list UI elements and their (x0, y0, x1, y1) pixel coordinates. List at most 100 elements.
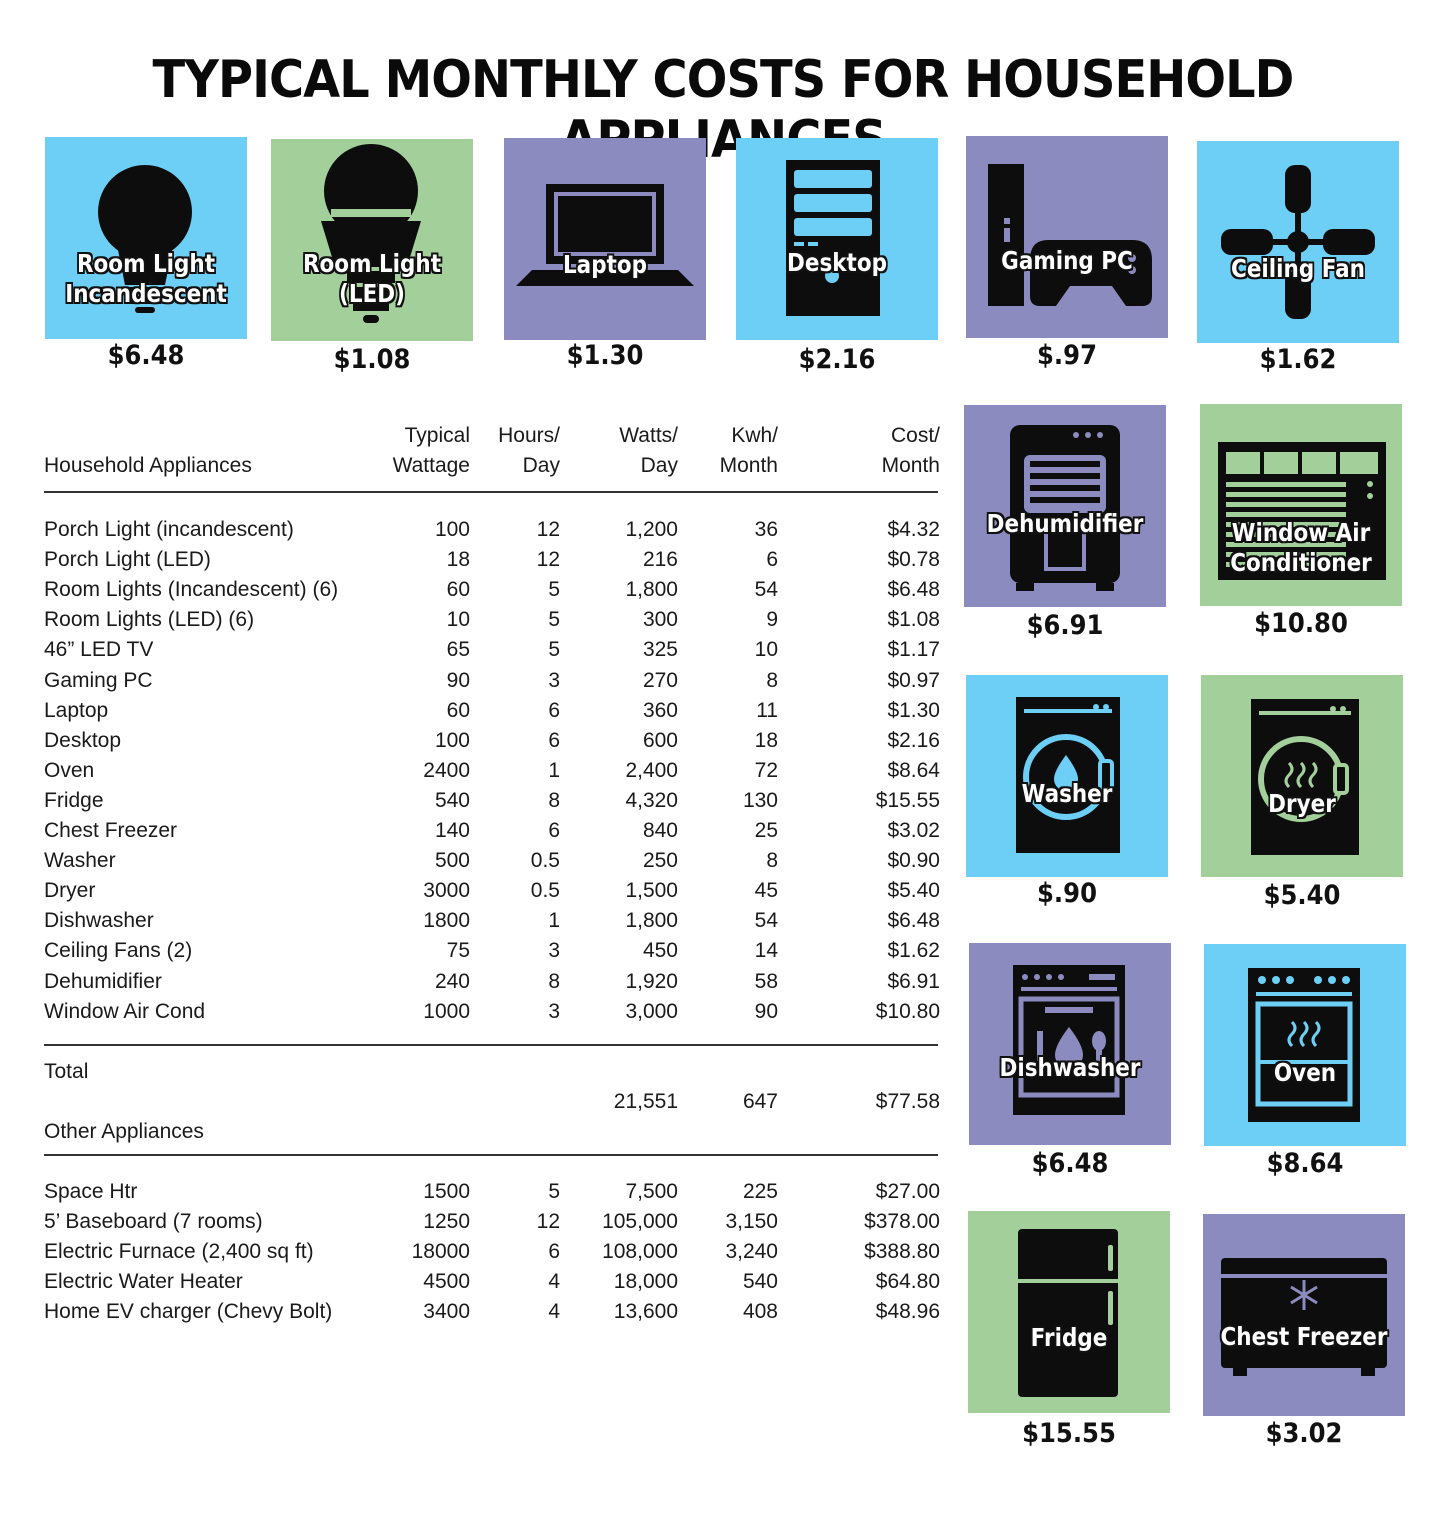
wattage-cell: 90 (446, 668, 470, 692)
chest-freezer-icon (1221, 1258, 1387, 1376)
cost-month-cell: $0.90 (887, 849, 940, 873)
hours-cell: 3 (548, 999, 560, 1023)
header-cell: Day (640, 454, 678, 477)
table-row: Gaming PC 90 3 270 8 $0.97 (44, 669, 940, 699)
tile-price: $1.08 (333, 344, 411, 375)
watts-day-cell: 840 (642, 819, 678, 842)
watts-day-cell: 7,500 (625, 1180, 678, 1203)
air-conditioner-icon (1218, 442, 1386, 580)
led-bulb-icon (321, 144, 421, 323)
tile-gaming-pc: Gaming PC (966, 136, 1168, 338)
hours-cell: 1 (548, 909, 560, 933)
wattage-cell: 140 (434, 819, 470, 842)
appliance-name: Dehumidifier (44, 969, 162, 993)
tile-price: $1.30 (566, 340, 644, 371)
tile-ceiling-fan: Ceiling Fan (1197, 141, 1399, 343)
hours-cell: 5 (548, 608, 560, 632)
tile-price: $8.64 (1266, 1148, 1344, 1179)
tile-label: Ceiling Fan (1231, 254, 1365, 283)
table-row: Window Air Cond 1000 3 3,000 90 $10.80 (44, 1000, 940, 1030)
hours-cell: 5 (548, 578, 560, 602)
kwh-month-cell: 18 (754, 728, 778, 752)
tile-room-light-led: Room Light (LED) (271, 139, 473, 341)
tile-price: $2.16 (798, 344, 876, 375)
appliance-name: Chest Freezer (44, 819, 178, 842)
kwh-month-cell: 10 (754, 638, 778, 662)
wattage-cell: 240 (434, 969, 470, 993)
table-header-top: Typical Hours/ Watts/ Kwh/ Cost/ (44, 424, 940, 454)
tile-fridge: Fridge (968, 1211, 1170, 1413)
watts-day-cell: 1,800 (625, 909, 678, 933)
tile-desktop: Desktop (736, 138, 938, 340)
total-kwh: 647 (742, 1090, 778, 1113)
tile-label: Gaming PC (1001, 246, 1133, 275)
watts-day-cell: 250 (642, 849, 678, 873)
appliance-name: 5’ Baseboard (7 rooms) (44, 1210, 263, 1234)
table-row: Space Htr 1500 5 7,500 225 $27.00 (44, 1180, 940, 1210)
appliance-name: Dryer (44, 879, 96, 903)
appliance-name: Window Air Cond (44, 999, 206, 1023)
table-row: 5’ Baseboard (7 rooms) 1250 12 105,000 3,150… (44, 1210, 940, 1240)
tile-label: Fridge (1030, 1323, 1108, 1352)
appliance-name: Porch Light (LED) (44, 548, 211, 572)
kwh-month-cell: 11 (756, 698, 778, 722)
wattage-cell: 18 (446, 548, 470, 572)
table-row: Electric Water Heater 4500 4 18,000 540 $64.8… (44, 1270, 940, 1300)
kwh-month-cell: 540 (742, 1270, 778, 1294)
table-row: Washer 500 0.5 250 8 $0.90 (44, 849, 940, 879)
cost-month-cell: $1.62 (887, 939, 940, 963)
watts-day-cell: 3,000 (625, 999, 678, 1023)
cost-month-cell: $0.97 (887, 668, 940, 692)
header-cell: Watts/ (619, 424, 678, 447)
wattage-cell: 60 (446, 578, 470, 602)
hours-cell: 4 (548, 1270, 560, 1294)
kwh-month-cell: 130 (742, 788, 778, 812)
appliance-name: Desktop (44, 728, 122, 752)
wattage-cell: 100 (434, 518, 470, 541)
kwh-month-cell: 58 (754, 969, 778, 993)
table-row: Room Lights (Incandescent) (6) 60 5 1,800 54… (44, 578, 940, 608)
wattage-cell: 4500 (423, 1270, 470, 1294)
watts-day-cell: 1,920 (625, 969, 678, 993)
total-divider (44, 1044, 938, 1046)
kwh-month-cell: 72 (754, 758, 778, 782)
hours-cell: 12 (536, 1210, 560, 1234)
wattage-cell: 500 (434, 849, 470, 873)
kwh-month-cell: 3,150 (725, 1210, 778, 1234)
total-values-row: 21,551 647 $77.58 (44, 1090, 940, 1120)
wattage-cell: 10 (446, 608, 470, 632)
header-divider (44, 491, 938, 493)
watts-day-cell: 13,600 (613, 1300, 678, 1324)
table-row: Chest Freezer 140 6 840 25 $3.02 (44, 819, 940, 849)
watts-day-cell: 325 (642, 638, 678, 662)
hours-cell: 5 (548, 638, 560, 662)
appliance-name: Home EV charger (Chevy Bolt) (44, 1300, 333, 1324)
kwh-month-cell: 8 (766, 849, 778, 873)
table-row: Dehumidifier 240 8 1,920 58 $6.91 (44, 970, 940, 1000)
desktop-tower-icon (786, 160, 880, 316)
cost-month-cell: $8.64 (887, 758, 940, 782)
kwh-month-cell: 6 (766, 548, 778, 572)
table-row: Fridge 540 8 4,320 130 $15.55 (44, 789, 940, 819)
watts-day-cell: 600 (642, 728, 678, 752)
appliance-name: Electric Furnace (2,400 sq ft) (44, 1240, 314, 1264)
table-row: Dishwasher 1800 1 1,800 54 $6.48 (44, 909, 940, 939)
table-row: Porch Light (LED) 18 12 216 6 $0.78 (44, 548, 940, 578)
header-cell: Month (881, 454, 940, 477)
watts-day-cell: 1,800 (625, 578, 678, 602)
tile-label: Desktop (787, 248, 887, 277)
tile-label: Conditioner (1230, 548, 1372, 577)
cost-month-cell: $10.80 (875, 999, 940, 1023)
ceiling-fan-icon (1221, 165, 1375, 319)
hours-cell: 5 (548, 1180, 560, 1203)
lightbulb-icon (98, 165, 192, 313)
kwh-month-cell: 3,240 (725, 1240, 778, 1264)
kwh-month-cell: 45 (754, 879, 778, 903)
tile-price: $.97 (1037, 340, 1097, 371)
cost-month-cell: $1.17 (887, 638, 940, 662)
cost-month-cell: $64.80 (875, 1270, 940, 1294)
tile-washer: Washer (966, 675, 1168, 877)
tile-label: Laptop (562, 250, 648, 279)
watts-day-cell: 108,000 (602, 1240, 678, 1264)
other-divider (44, 1154, 938, 1156)
